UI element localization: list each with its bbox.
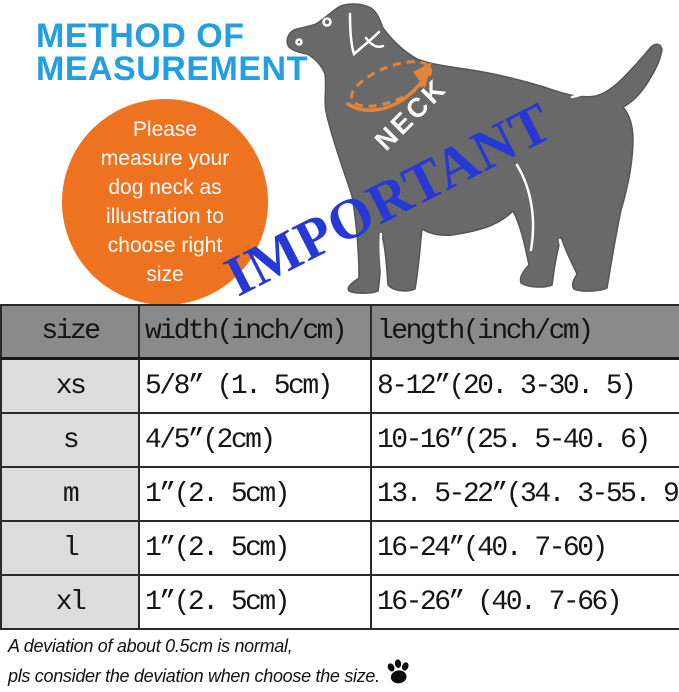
table-header-row: size width(inch/cm) length(inch/cm) bbox=[0, 304, 679, 360]
table-row-s: s 4/5”(2cm) 10-16”(25. 5-40. 6) bbox=[0, 412, 679, 468]
table-row-xs: xs 5/8” (1. 5cm) 8-12”(20. 3-30. 5) bbox=[0, 357, 679, 414]
instruction-line: measure your bbox=[100, 147, 230, 170]
instruction-bubble: Please measure your dog neck as illustra… bbox=[62, 99, 268, 305]
footnote-text-1: A deviation of about 0.5cm is normal, bbox=[8, 636, 293, 656]
footnote: A deviation of about 0.5cm is normal, pl… bbox=[8, 631, 413, 691]
size-cell: m bbox=[0, 466, 140, 522]
instruction-line: illustration to bbox=[106, 205, 224, 228]
footnote-text-2: pls consider the deviation when choose t… bbox=[8, 666, 380, 686]
page-title-line-1: METHOD OF bbox=[36, 17, 245, 55]
width-cell: 1”(2. 5cm) bbox=[138, 466, 372, 522]
dog-silhouette bbox=[286, 3, 663, 294]
paw-print-icon bbox=[387, 659, 409, 684]
table-row-l: l 1”(2. 5cm) 16-24”(40. 7-60) bbox=[0, 520, 679, 576]
neck-measure-ring bbox=[346, 60, 432, 113]
length-cell: 16-26” (40. 7-66) bbox=[370, 574, 679, 630]
column-header-size: size bbox=[0, 304, 140, 360]
instruction-line: size bbox=[146, 263, 184, 286]
width-cell: 1”(2. 5cm) bbox=[138, 574, 372, 630]
dog-detail-lines bbox=[295, 12, 600, 292]
footnote-line-1: A deviation of about 0.5cm is normal, bbox=[8, 631, 413, 661]
footnote-line-2: pls consider the deviation when choose t… bbox=[8, 659, 413, 691]
length-cell: 8-12”(20. 3-30. 5) bbox=[370, 357, 679, 414]
width-cell: 4/5”(2cm) bbox=[138, 412, 372, 468]
size-cell: s bbox=[0, 412, 140, 468]
width-cell: 1”(2. 5cm) bbox=[138, 520, 372, 576]
width-cell: 5/8” (1. 5cm) bbox=[138, 357, 372, 414]
neck-arrow-icon bbox=[413, 62, 432, 88]
column-header-length: length(inch/cm) bbox=[370, 304, 679, 360]
instruction-line: choose right bbox=[107, 234, 223, 257]
column-header-width: width(inch/cm) bbox=[138, 304, 372, 360]
table-row-xl: xl 1”(2. 5cm) 16-26” (40. 7-66) bbox=[0, 574, 679, 630]
size-cell: l bbox=[0, 520, 140, 576]
table-row-m: m 1”(2. 5cm) 13. 5-22”(34. 3-55. 9) bbox=[0, 466, 679, 522]
page-title-line-2: MEASUREMENT bbox=[36, 50, 308, 88]
size-chart-table: size width(inch/cm) length(inch/cm) xs 5… bbox=[0, 304, 679, 630]
length-cell: 16-24”(40. 7-60) bbox=[370, 520, 679, 576]
dog-illustration: NECK bbox=[286, 3, 663, 294]
page-title: METHOD OF MEASUREMENT bbox=[36, 17, 308, 88]
size-cell: xs bbox=[0, 357, 140, 414]
instruction-line: Please bbox=[132, 118, 198, 141]
size-cell: xl bbox=[0, 574, 140, 630]
instruction-line: dog neck as bbox=[108, 176, 222, 199]
length-cell: 10-16”(25. 5-40. 6) bbox=[370, 412, 679, 468]
length-cell: 13. 5-22”(34. 3-55. 9) bbox=[370, 466, 679, 522]
